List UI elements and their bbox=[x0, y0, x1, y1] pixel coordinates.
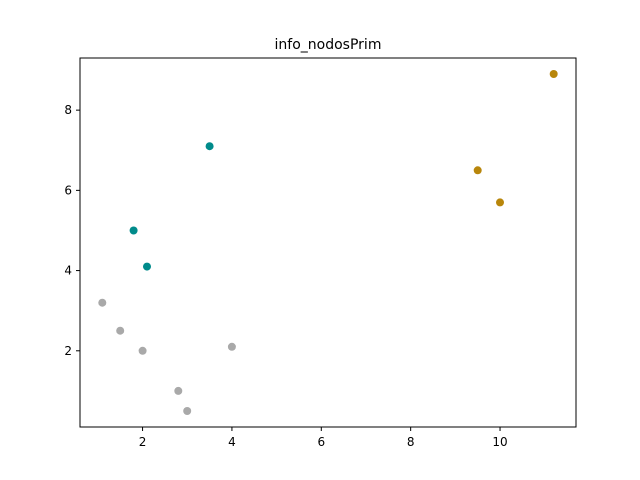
data-point-s0-3 bbox=[174, 386, 183, 395]
data-point-s2-0 bbox=[473, 166, 482, 175]
data-point-s0-0 bbox=[98, 298, 107, 307]
points-layer bbox=[98, 70, 558, 415]
data-point-s0-2 bbox=[138, 346, 147, 355]
x-tick-label: 6 bbox=[317, 435, 325, 449]
data-point-s1-0 bbox=[129, 226, 138, 235]
data-point-s2-2 bbox=[549, 70, 558, 78]
data-point-s1-1 bbox=[143, 262, 151, 271]
y-tick-label: 2 bbox=[64, 344, 72, 358]
x-tick-label: 2 bbox=[139, 435, 147, 449]
ticks-layer: 2 4 6 8 10 2 4 6 8 bbox=[64, 103, 507, 449]
chart-title: info_nodosPrim bbox=[275, 37, 382, 53]
plot-area-frame bbox=[79, 57, 577, 428]
y-tick-label: 6 bbox=[64, 183, 72, 197]
x-tick-label: 8 bbox=[407, 435, 415, 449]
data-point-s2-1 bbox=[496, 198, 504, 207]
data-point-s0-5 bbox=[227, 342, 236, 351]
x-tick-label: 4 bbox=[228, 435, 236, 449]
data-point-s0-4 bbox=[183, 407, 192, 415]
x-tick-label: 10 bbox=[492, 435, 507, 449]
y-tick-label: 4 bbox=[64, 264, 72, 278]
y-tick-label: 8 bbox=[64, 103, 72, 117]
data-point-s0-1 bbox=[116, 326, 125, 335]
data-point-s1-2 bbox=[205, 142, 214, 151]
